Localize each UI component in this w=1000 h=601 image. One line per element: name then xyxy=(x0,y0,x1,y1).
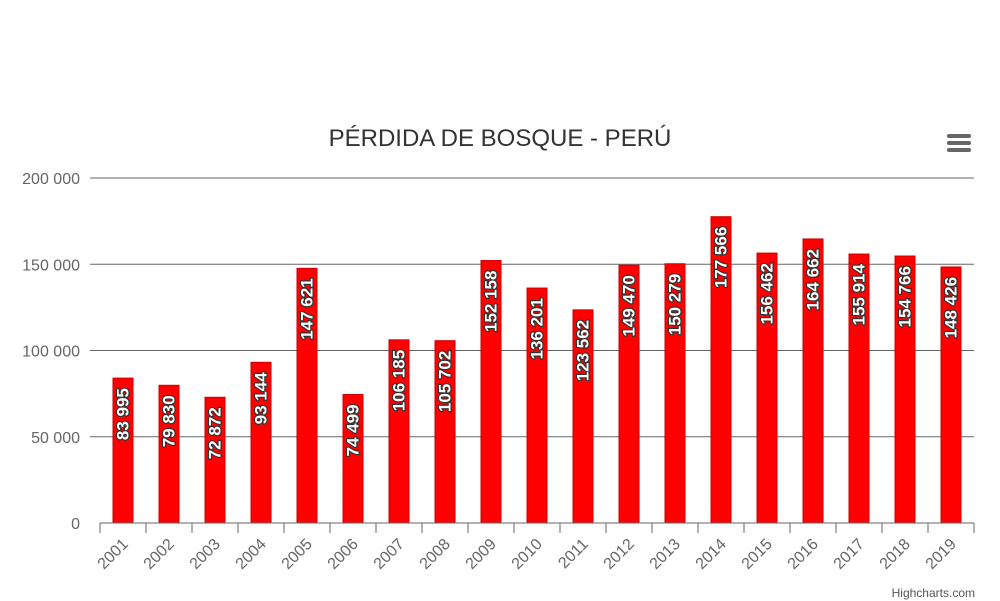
data-label: 83 995 xyxy=(114,388,133,440)
x-tick-label: 2011 xyxy=(555,536,591,572)
x-tick-label: 2012 xyxy=(601,536,638,573)
y-tick-label: 200 000 xyxy=(22,171,80,188)
data-label: 72 872 xyxy=(206,407,225,459)
y-tick-label: 150 000 xyxy=(22,257,80,274)
x-tick-label: 2018 xyxy=(877,536,914,573)
data-label: 123 562 xyxy=(574,320,593,381)
data-label: 164 662 xyxy=(804,249,823,310)
x-tick-label: 2015 xyxy=(739,536,776,573)
data-label: 79 830 xyxy=(160,395,179,447)
chart-title: PÉRDIDA DE BOSQUE - PERÚ xyxy=(329,125,672,152)
y-tick-label: 0 xyxy=(71,516,80,533)
x-tick-label: 2016 xyxy=(785,536,822,573)
x-tick-label: 2007 xyxy=(371,536,408,573)
x-tick-label: 2010 xyxy=(509,536,546,573)
y-tick-label: 50 000 xyxy=(31,430,80,447)
data-label: 154 766 xyxy=(896,266,915,327)
x-tick-label: 2009 xyxy=(463,536,500,573)
x-tick-label: 2001 xyxy=(95,536,132,573)
data-labels: 83 995 79 830 72 872 93 144 147 621 74 499 106… xyxy=(112,225,961,460)
data-label: 156 462 xyxy=(758,263,777,324)
x-tick-label: 2014 xyxy=(693,536,730,573)
data-label: 93 144 xyxy=(252,372,271,425)
x-axis: 2001 2002 2003 2004 2005 2006 2007 2008 2009 2010… xyxy=(95,522,975,573)
x-tick-label: 2002 xyxy=(141,536,178,573)
x-tick-label: 2019 xyxy=(923,536,960,573)
data-label: 148 426 xyxy=(942,277,961,338)
data-label: 152 158 xyxy=(482,271,501,332)
x-tick-label: 2004 xyxy=(233,536,270,573)
x-tick-label: 2017 xyxy=(831,536,868,573)
data-label: 149 470 xyxy=(620,275,639,336)
data-label: 155 914 xyxy=(850,264,869,326)
x-tick-label: 2008 xyxy=(417,536,454,573)
data-label: 177 566 xyxy=(712,227,731,288)
data-label: 74 499 xyxy=(344,404,363,456)
data-label: 106 185 xyxy=(390,350,409,411)
chart-menu-button[interactable] xyxy=(940,128,978,160)
y-tick-label: 100 000 xyxy=(22,344,80,361)
x-tick-label: 2013 xyxy=(647,536,684,573)
data-label: 105 702 xyxy=(436,351,455,412)
hamburger-menu-icon xyxy=(947,134,971,152)
y-axis: 0 50 000 100 000 150 000 200 000 xyxy=(22,171,80,533)
bars xyxy=(112,216,962,524)
x-tick-label: 2003 xyxy=(187,536,224,573)
x-tick-label: 2006 xyxy=(325,536,362,573)
data-label: 150 279 xyxy=(666,274,685,335)
data-label: 136 201 xyxy=(528,298,547,359)
x-tick-label: 2005 xyxy=(279,536,316,573)
credit-link[interactable]: Highcharts.com xyxy=(892,586,975,600)
data-label: 147 621 xyxy=(298,278,317,339)
